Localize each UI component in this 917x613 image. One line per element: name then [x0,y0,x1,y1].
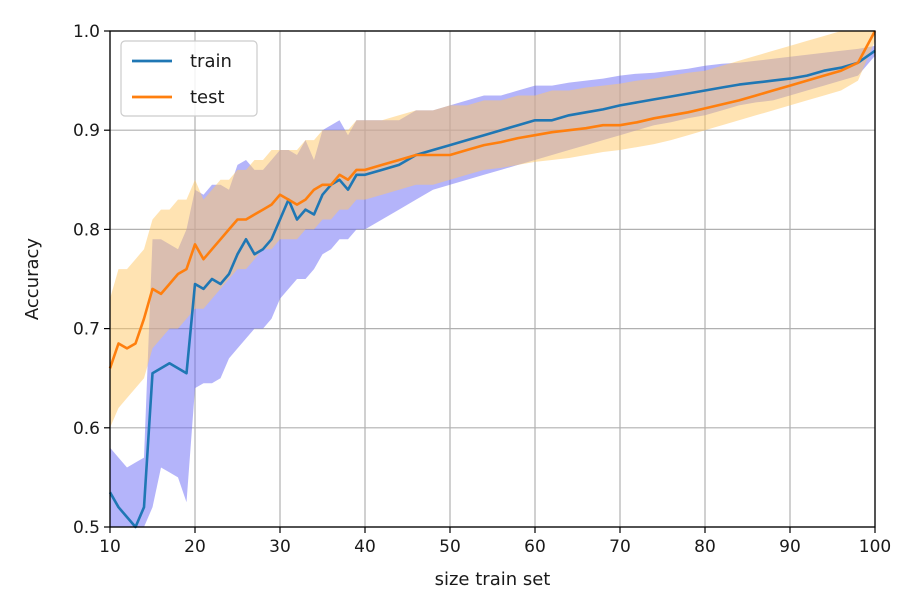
y-tick-label: 0.9 [73,121,100,141]
x-axis-label: size train set [435,569,551,590]
legend-label-train: train [190,51,232,72]
axis-ticks: 10 20 30 40 50 60 70 80 90 100 0.5 0.6 0.7 0.8 0.9 1.0 [73,22,891,557]
x-tick-label: 90 [779,537,801,557]
band-test [110,31,875,428]
y-axis-label: Accuracy [22,238,43,321]
legend-label-test: test [190,87,225,108]
x-tick-label: 100 [859,537,891,557]
line-train [108,49,876,529]
x-tick-label: 10 [99,537,121,557]
y-tick-label: 0.6 [73,419,100,439]
x-tick-label: 40 [354,537,376,557]
line-test [108,30,877,369]
x-tick-label: 30 [269,537,291,557]
y-tick-label: 0.5 [73,518,100,538]
confidence-bands [110,31,875,528]
plot-frame [109,30,876,528]
y-tick-label: 0.7 [73,320,100,340]
series-lines [108,30,877,529]
x-tick-label: 50 [439,537,461,557]
legend-box [120,40,258,117]
x-tick-label: 20 [184,537,206,557]
legend: train test [120,40,258,117]
x-tick-label: 70 [609,537,631,557]
y-tick-label: 0.8 [73,220,100,240]
x-tick-label: 80 [694,537,716,557]
y-tick-label: 1.0 [73,22,100,42]
x-tick-label: 60 [524,537,546,557]
